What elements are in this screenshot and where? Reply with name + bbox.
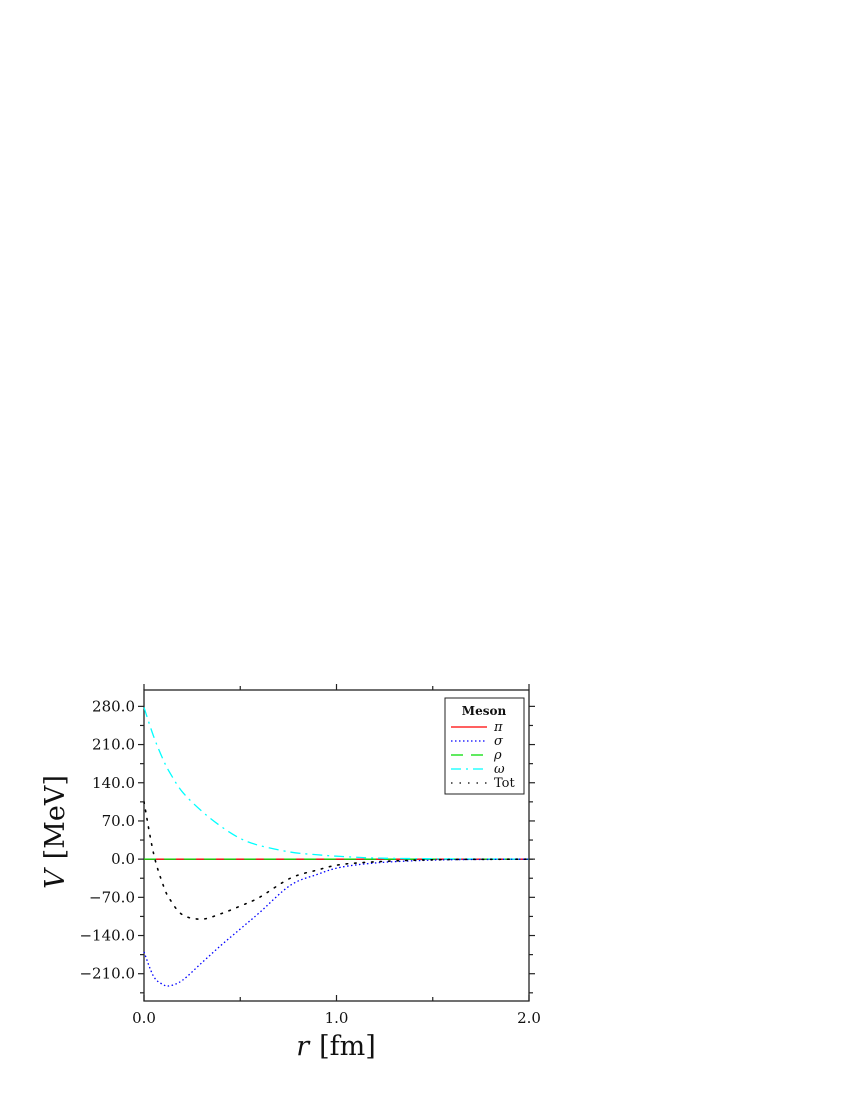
y-tick-label: 210.0 [92, 736, 135, 754]
legend-label-pi: π [493, 720, 503, 735]
series-lines [143, 707, 530, 987]
x-tick-label: 1.0 [325, 1009, 349, 1027]
series-omega-line [143, 707, 530, 860]
y-tick-label: −140.0 [79, 927, 135, 945]
legend-item-omega: ω [451, 762, 505, 777]
x-axis-tick-labels: 0.0 1.0 2.0 [132, 1009, 541, 1027]
y-tick-label: −70.0 [89, 888, 135, 906]
legend-box [444, 697, 525, 795]
x-tick-label: 2.0 [517, 1009, 541, 1027]
legend-item-rho: ρ [451, 748, 502, 763]
series-tot-line [143, 801, 530, 920]
axis-ticks [138, 684, 535, 1001]
legend-label-tot: Tot [494, 776, 515, 791]
legend-item-sigma: σ [451, 734, 504, 749]
y-tick-label: 280.0 [92, 697, 135, 715]
y-axis-title: V[MeV] [40, 775, 71, 889]
y-tick-label: −210.0 [79, 965, 135, 983]
legend-item-pi: π [451, 720, 503, 735]
legend-item-tot: Tot [451, 776, 515, 791]
y-tick-label: 70.0 [102, 812, 135, 830]
legend-title: Meson [462, 704, 507, 718]
legend-label-rho: ρ [493, 748, 502, 763]
x-axis-title: r [fm] [296, 1031, 376, 1062]
series-sigma-line [143, 858, 530, 987]
legend-label-sigma: σ [494, 734, 504, 749]
legend-label-omega: ω [494, 762, 505, 777]
y-tick-label: 140.0 [92, 774, 135, 792]
x-tick-label: 0.0 [132, 1009, 156, 1027]
y-tick-label: 0.0 [111, 850, 135, 868]
y-axis-tick-labels: 280.0 210.0 140.0 70.0 0.0 −70.0 −140.0 −210.0 [79, 697, 135, 982]
